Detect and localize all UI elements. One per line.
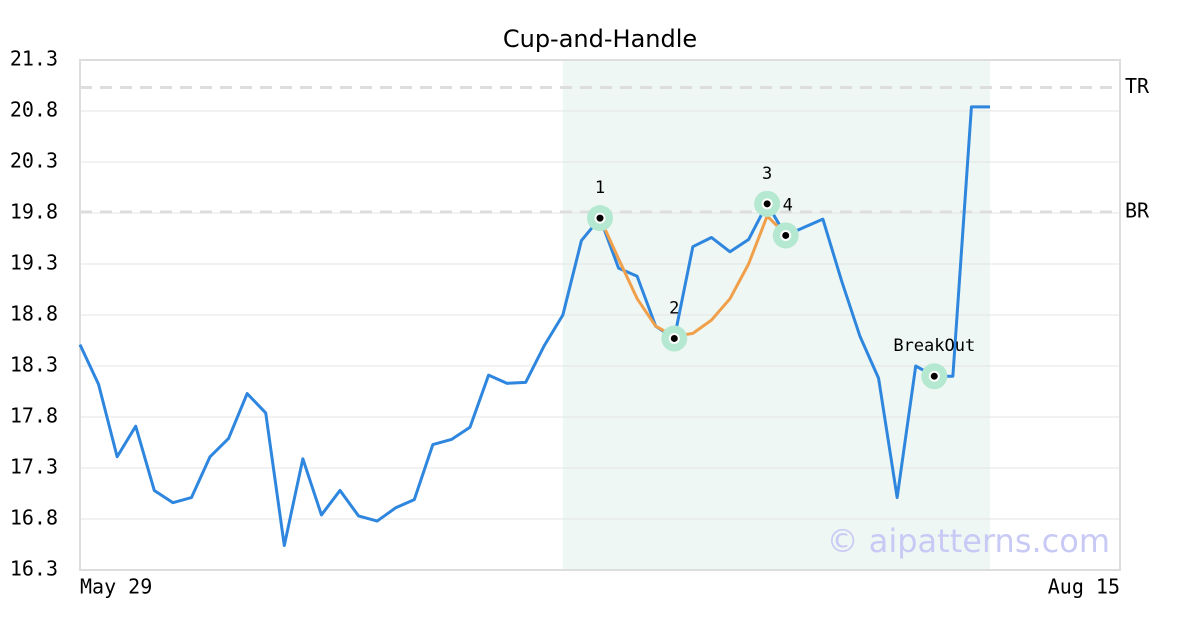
level-label: BR xyxy=(1125,198,1150,222)
point-label: 4 xyxy=(783,195,793,215)
point-label: BreakOut xyxy=(893,336,975,356)
y-tick-label: 20.3 xyxy=(10,149,58,173)
y-tick-label: 16.8 xyxy=(10,506,58,530)
plot-frame xyxy=(79,59,1121,571)
pattern-point xyxy=(594,212,606,224)
x-tick-label: Aug 15 xyxy=(1048,575,1120,599)
pattern-point xyxy=(780,229,792,241)
chart-title: Cup-and-Handle xyxy=(503,25,697,53)
y-tick-label: 17.8 xyxy=(10,404,58,428)
y-tick-label: 18.3 xyxy=(10,353,58,377)
x-tick-label: May 29 xyxy=(80,575,152,599)
y-tick-label: 19.8 xyxy=(10,200,58,224)
point-label: 1 xyxy=(595,178,605,198)
pattern-point xyxy=(761,198,773,210)
y-tick-label: 17.3 xyxy=(10,455,58,479)
y-tick-label: 20.8 xyxy=(10,98,58,122)
y-tick-label: 18.8 xyxy=(10,302,58,326)
pattern-line xyxy=(598,214,787,338)
y-tick-label: 16.3 xyxy=(10,557,58,581)
pattern-point xyxy=(928,370,940,382)
watermark: © aipatterns.com xyxy=(827,522,1110,560)
point-label: 2 xyxy=(669,298,679,318)
point-label: 3 xyxy=(762,164,772,184)
y-tick-label: 19.3 xyxy=(10,251,58,275)
price-line xyxy=(78,105,990,548)
y-tick-label: 21.3 xyxy=(10,47,58,71)
pattern-point xyxy=(668,332,680,344)
level-label: TR xyxy=(1125,74,1150,98)
